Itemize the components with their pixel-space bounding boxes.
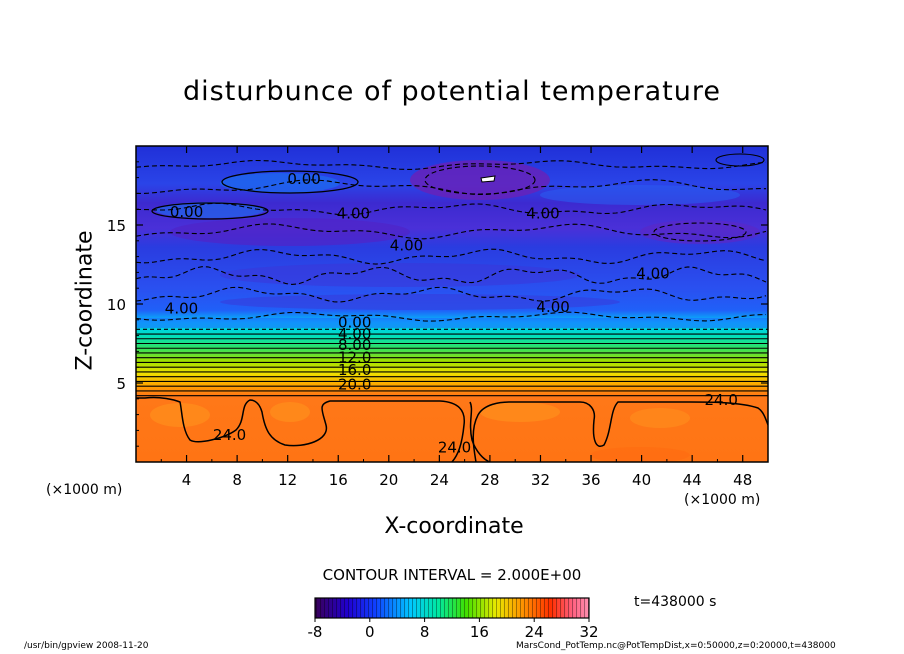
colorbar-tick-label: 24 bbox=[525, 623, 544, 641]
minimum-patch bbox=[480, 175, 496, 183]
contour-label: 12.0 bbox=[338, 348, 371, 366]
x-tick-label: 16 bbox=[329, 471, 348, 489]
x-axis-label: X-coordinate bbox=[0, 514, 904, 539]
contour-line bbox=[136, 248, 767, 265]
y-tick-label: 10 bbox=[107, 296, 126, 314]
x-tick-label: 4 bbox=[182, 471, 192, 489]
colorbar: -8 0 8 16 24 32 bbox=[308, 597, 599, 641]
field-blob bbox=[170, 218, 410, 246]
contour-label: 8.00 bbox=[338, 336, 371, 354]
contour-closed bbox=[221, 170, 359, 194]
y-tick-label: 15 bbox=[107, 217, 126, 235]
colorbar-tick-label: 8 bbox=[420, 623, 430, 641]
field-blob bbox=[630, 408, 690, 428]
contour-lines bbox=[136, 153, 768, 397]
contour-line bbox=[136, 159, 767, 170]
contour-line bbox=[136, 286, 767, 303]
contour-label: 4.00 bbox=[536, 298, 569, 316]
colorbar-levels bbox=[315, 598, 589, 618]
contour-label: 4.00 bbox=[337, 205, 370, 223]
x-unit-label: (×1000 m) bbox=[684, 492, 761, 508]
field-blob bbox=[150, 403, 210, 427]
contour-label: 0.00 bbox=[338, 314, 371, 332]
field-blob bbox=[220, 173, 340, 193]
contour-label: 4.00 bbox=[165, 299, 198, 317]
y-tick-label: 5 bbox=[116, 375, 126, 393]
contour-line bbox=[136, 202, 767, 216]
contour-24 bbox=[136, 396, 768, 462]
field-blob bbox=[540, 185, 740, 205]
x-tick-label: 32 bbox=[531, 471, 550, 489]
z-unit-label: (×1000 m) bbox=[46, 482, 123, 498]
contour-closed bbox=[424, 165, 536, 195]
x-tick-label: 28 bbox=[480, 471, 499, 489]
field-blob bbox=[590, 447, 690, 462]
contour-label: 4.00 bbox=[390, 236, 423, 254]
chart-title: disturbunce of potential temperature bbox=[183, 76, 721, 107]
field-band bbox=[136, 318, 768, 328]
field-blob bbox=[640, 220, 760, 244]
contour-label: 0.00 bbox=[287, 170, 320, 188]
colorbar-frame bbox=[314, 597, 590, 619]
x-axis: 4 8 12 16 20 24 28 32 36 40 44 48 bbox=[160, 146, 752, 489]
field-blob bbox=[155, 202, 265, 218]
contour-line bbox=[136, 223, 767, 240]
contour-label: 24.0 bbox=[438, 439, 471, 457]
x-tick-label: 24 bbox=[430, 471, 449, 489]
contour-24-loop bbox=[469, 401, 491, 462]
colorbar-tick-label: -8 bbox=[308, 623, 323, 641]
field-blob bbox=[410, 160, 550, 200]
contour-label: 24.0 bbox=[213, 426, 246, 444]
contour-label: 0.00 bbox=[170, 203, 203, 221]
x-tick-label: 48 bbox=[733, 471, 752, 489]
x-tick-label: 44 bbox=[683, 471, 702, 489]
field-blob bbox=[480, 402, 560, 422]
field-blob bbox=[220, 263, 580, 287]
contour-closed bbox=[653, 222, 747, 242]
x-axis-label-text: X-coordinate bbox=[384, 514, 524, 539]
x-tick-label: 20 bbox=[379, 471, 398, 489]
contour-labels: 0.000.00 4.00 4.004.004.004.00 4.000.004.00… bbox=[165, 170, 738, 457]
contour-interval-label: CONTOUR INTERVAL = 2.000E+00 bbox=[322, 566, 582, 584]
field-blob bbox=[270, 402, 310, 422]
contour-label: 20.0 bbox=[338, 375, 371, 393]
x-tick-label: 8 bbox=[232, 471, 242, 489]
colorbar-tick-label: 32 bbox=[579, 623, 598, 641]
y-axis: 5 10 15 bbox=[107, 161, 768, 447]
contour-closed bbox=[151, 202, 269, 220]
x-tick-label: 40 bbox=[632, 471, 651, 489]
contour-closed bbox=[715, 153, 765, 167]
time-label: t=438000 s bbox=[634, 594, 717, 610]
colorbar-ticks: -8 0 8 16 24 32 bbox=[308, 618, 599, 641]
x-tick-label: 36 bbox=[581, 471, 600, 489]
footer-data-source: MarsCond_PotTemp.nc@PotTempDist,x=0:5000… bbox=[516, 641, 836, 651]
footer-program-info: /usr/bin/gpview 2008-11-20 bbox=[24, 641, 149, 651]
contour-line bbox=[136, 311, 767, 322]
x-tick-label: 12 bbox=[278, 471, 297, 489]
colorbar-tick-label: 16 bbox=[470, 623, 489, 641]
contour-label: 16.0 bbox=[338, 361, 371, 379]
contour-label: 4.00 bbox=[636, 265, 669, 283]
contour-label: 4.00 bbox=[526, 205, 559, 223]
contour-line bbox=[136, 266, 767, 285]
field-layer bbox=[136, 146, 768, 462]
contour-label: 4.00 bbox=[338, 325, 371, 343]
contour-label: 24.0 bbox=[705, 391, 738, 409]
colorbar-tick-label: 0 bbox=[365, 623, 375, 641]
